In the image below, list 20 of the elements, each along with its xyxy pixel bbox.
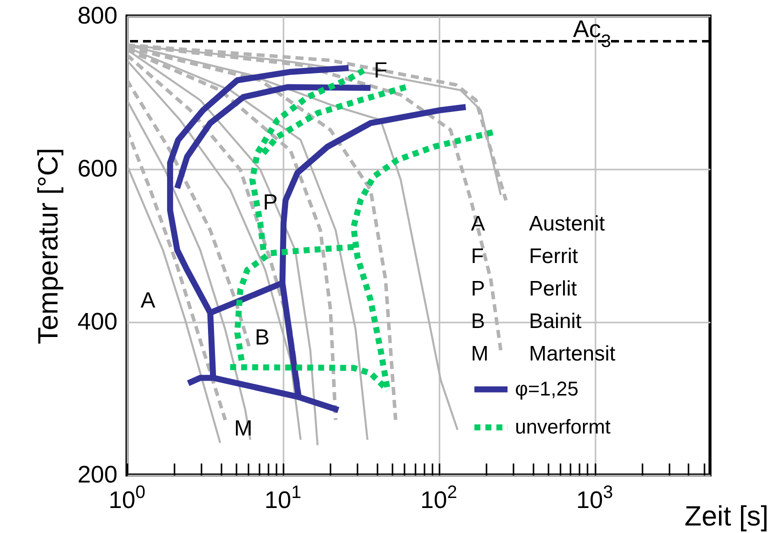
text: M Martensit [470, 342, 616, 366]
x-tick-label: 10$^{2}$ [420, 482, 458, 514]
text: F Ferrit [470, 244, 578, 268]
legend-label: unverformt [514, 416, 611, 438]
annotation: P [262, 190, 278, 215]
y-axis-title: Temperatur [°C] [32, 148, 64, 344]
y-tick-label: 400 [77, 308, 118, 336]
text: A Austenit [470, 212, 605, 236]
annotation: M [234, 415, 252, 440]
x-tick-label: 10$^{3}$ [576, 482, 613, 514]
text: B Bainit [470, 310, 582, 333]
legend-label: φ=1,25 [514, 378, 579, 400]
text: P Perlit [470, 277, 577, 300]
annotation: B [254, 324, 270, 350]
y-tick-label: 600 [77, 156, 118, 182]
x-axis-title: Zeit [s] [684, 500, 768, 532]
y-tick-label: 800 [77, 2, 118, 30]
annotation: F [374, 57, 388, 82]
x-tick-label: 10$^{1}$ [264, 482, 302, 514]
annotation: A [140, 288, 156, 313]
